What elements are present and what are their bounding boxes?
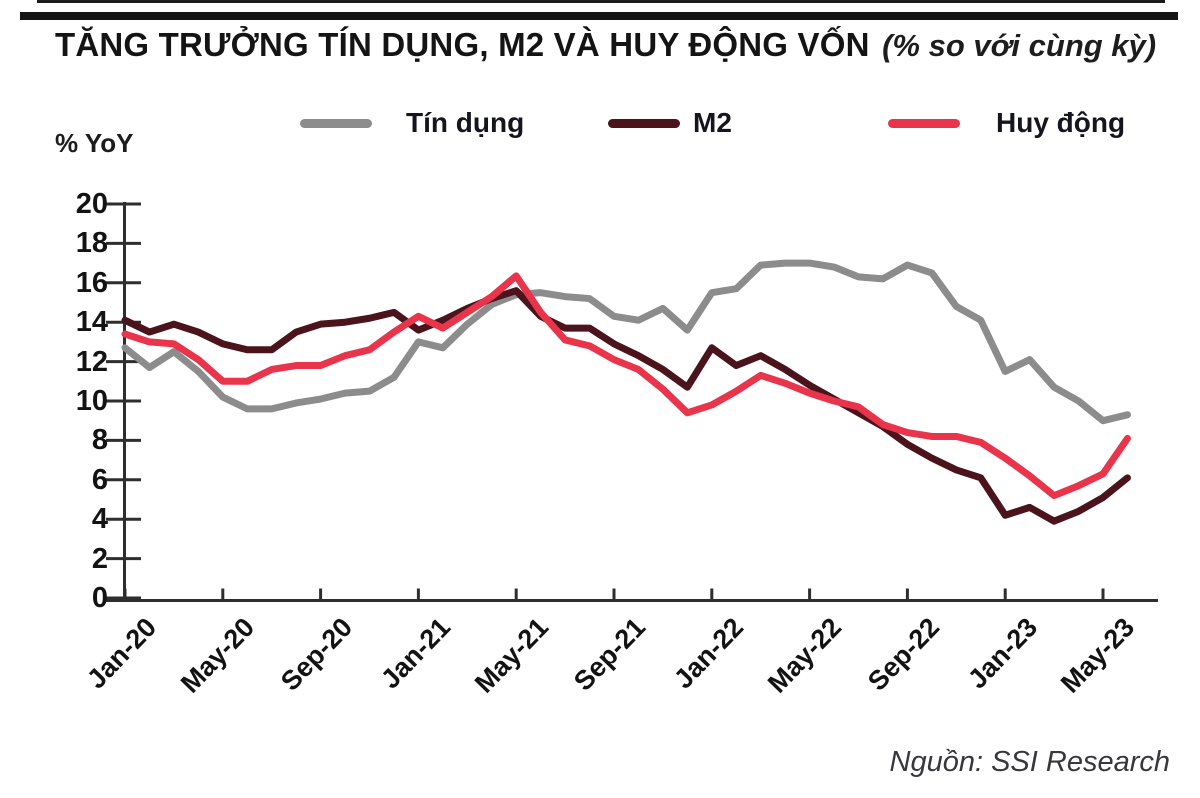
y-axis-unit-label: % YoY	[55, 128, 134, 158]
tin-dung-line-swatch	[300, 118, 372, 128]
top-thin-rule	[37, 0, 1165, 3]
legend-item-tin-dung: Tín dụng	[300, 104, 524, 142]
legend-label-m2: M2	[693, 107, 732, 138]
huy-dong-line	[121, 272, 1131, 500]
y-tick-label: 18	[75, 227, 108, 260]
y-tick-label: 10	[75, 385, 108, 417]
y-tick-label: 14	[75, 306, 108, 339]
y-tick-label: 2	[91, 542, 108, 575]
m2-line	[121, 287, 1131, 525]
huy-dong-line-swatch	[888, 118, 960, 128]
y-tick-label: 16	[75, 266, 108, 299]
m2-line-swatch	[608, 118, 680, 128]
chart-title: TĂNG TRƯỞNG TÍN DỤNG, M2 VÀ HUY ĐỘNG VỐN	[55, 26, 870, 63]
legend-label-tin-dung: Tín dụng	[406, 107, 525, 138]
y-tick-label: 4	[91, 503, 108, 536]
y-tick-label: 20	[75, 188, 108, 220]
legend-item-m2: M2	[608, 104, 732, 142]
page-title: TĂNG TRƯỞNG TÍN DỤNG, M2 VÀ HUY ĐỘNG VỐN…	[55, 26, 1175, 64]
y-tick-label: 8	[91, 424, 108, 457]
title-divider-bar	[20, 12, 1178, 20]
y-tick-label: 0	[91, 582, 108, 614]
tin-dung-line	[121, 259, 1131, 425]
y-tick-label: 6	[91, 463, 108, 496]
source-note: Nguồn: SSI Research	[889, 746, 1170, 778]
legend-item-huy-dong: Huy động	[888, 104, 1125, 142]
legend-label-huy-dong: Huy động	[996, 107, 1126, 138]
chart-subtitle: (% so với cùng kỳ)	[882, 28, 1157, 63]
y-tick-label: 12	[75, 345, 108, 378]
